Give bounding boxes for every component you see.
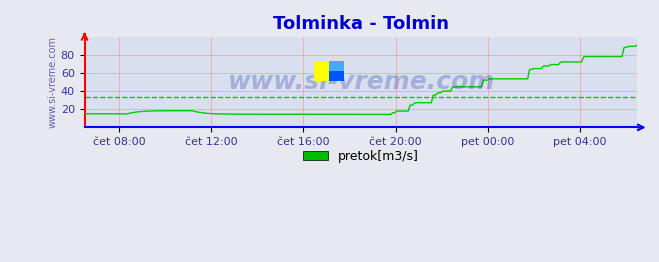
Y-axis label: www.si-vreme.com: www.si-vreme.com [48, 36, 58, 128]
Bar [314, 61, 345, 80]
Legend: pretok[m3/s]: pretok[m3/s] [298, 145, 424, 168]
Bar [330, 61, 345, 80]
Bar [330, 61, 345, 71]
Text: www.si-vreme.com: www.si-vreme.com [227, 70, 495, 94]
Title: Tolminka - Tolmin: Tolminka - Tolmin [273, 15, 449, 33]
